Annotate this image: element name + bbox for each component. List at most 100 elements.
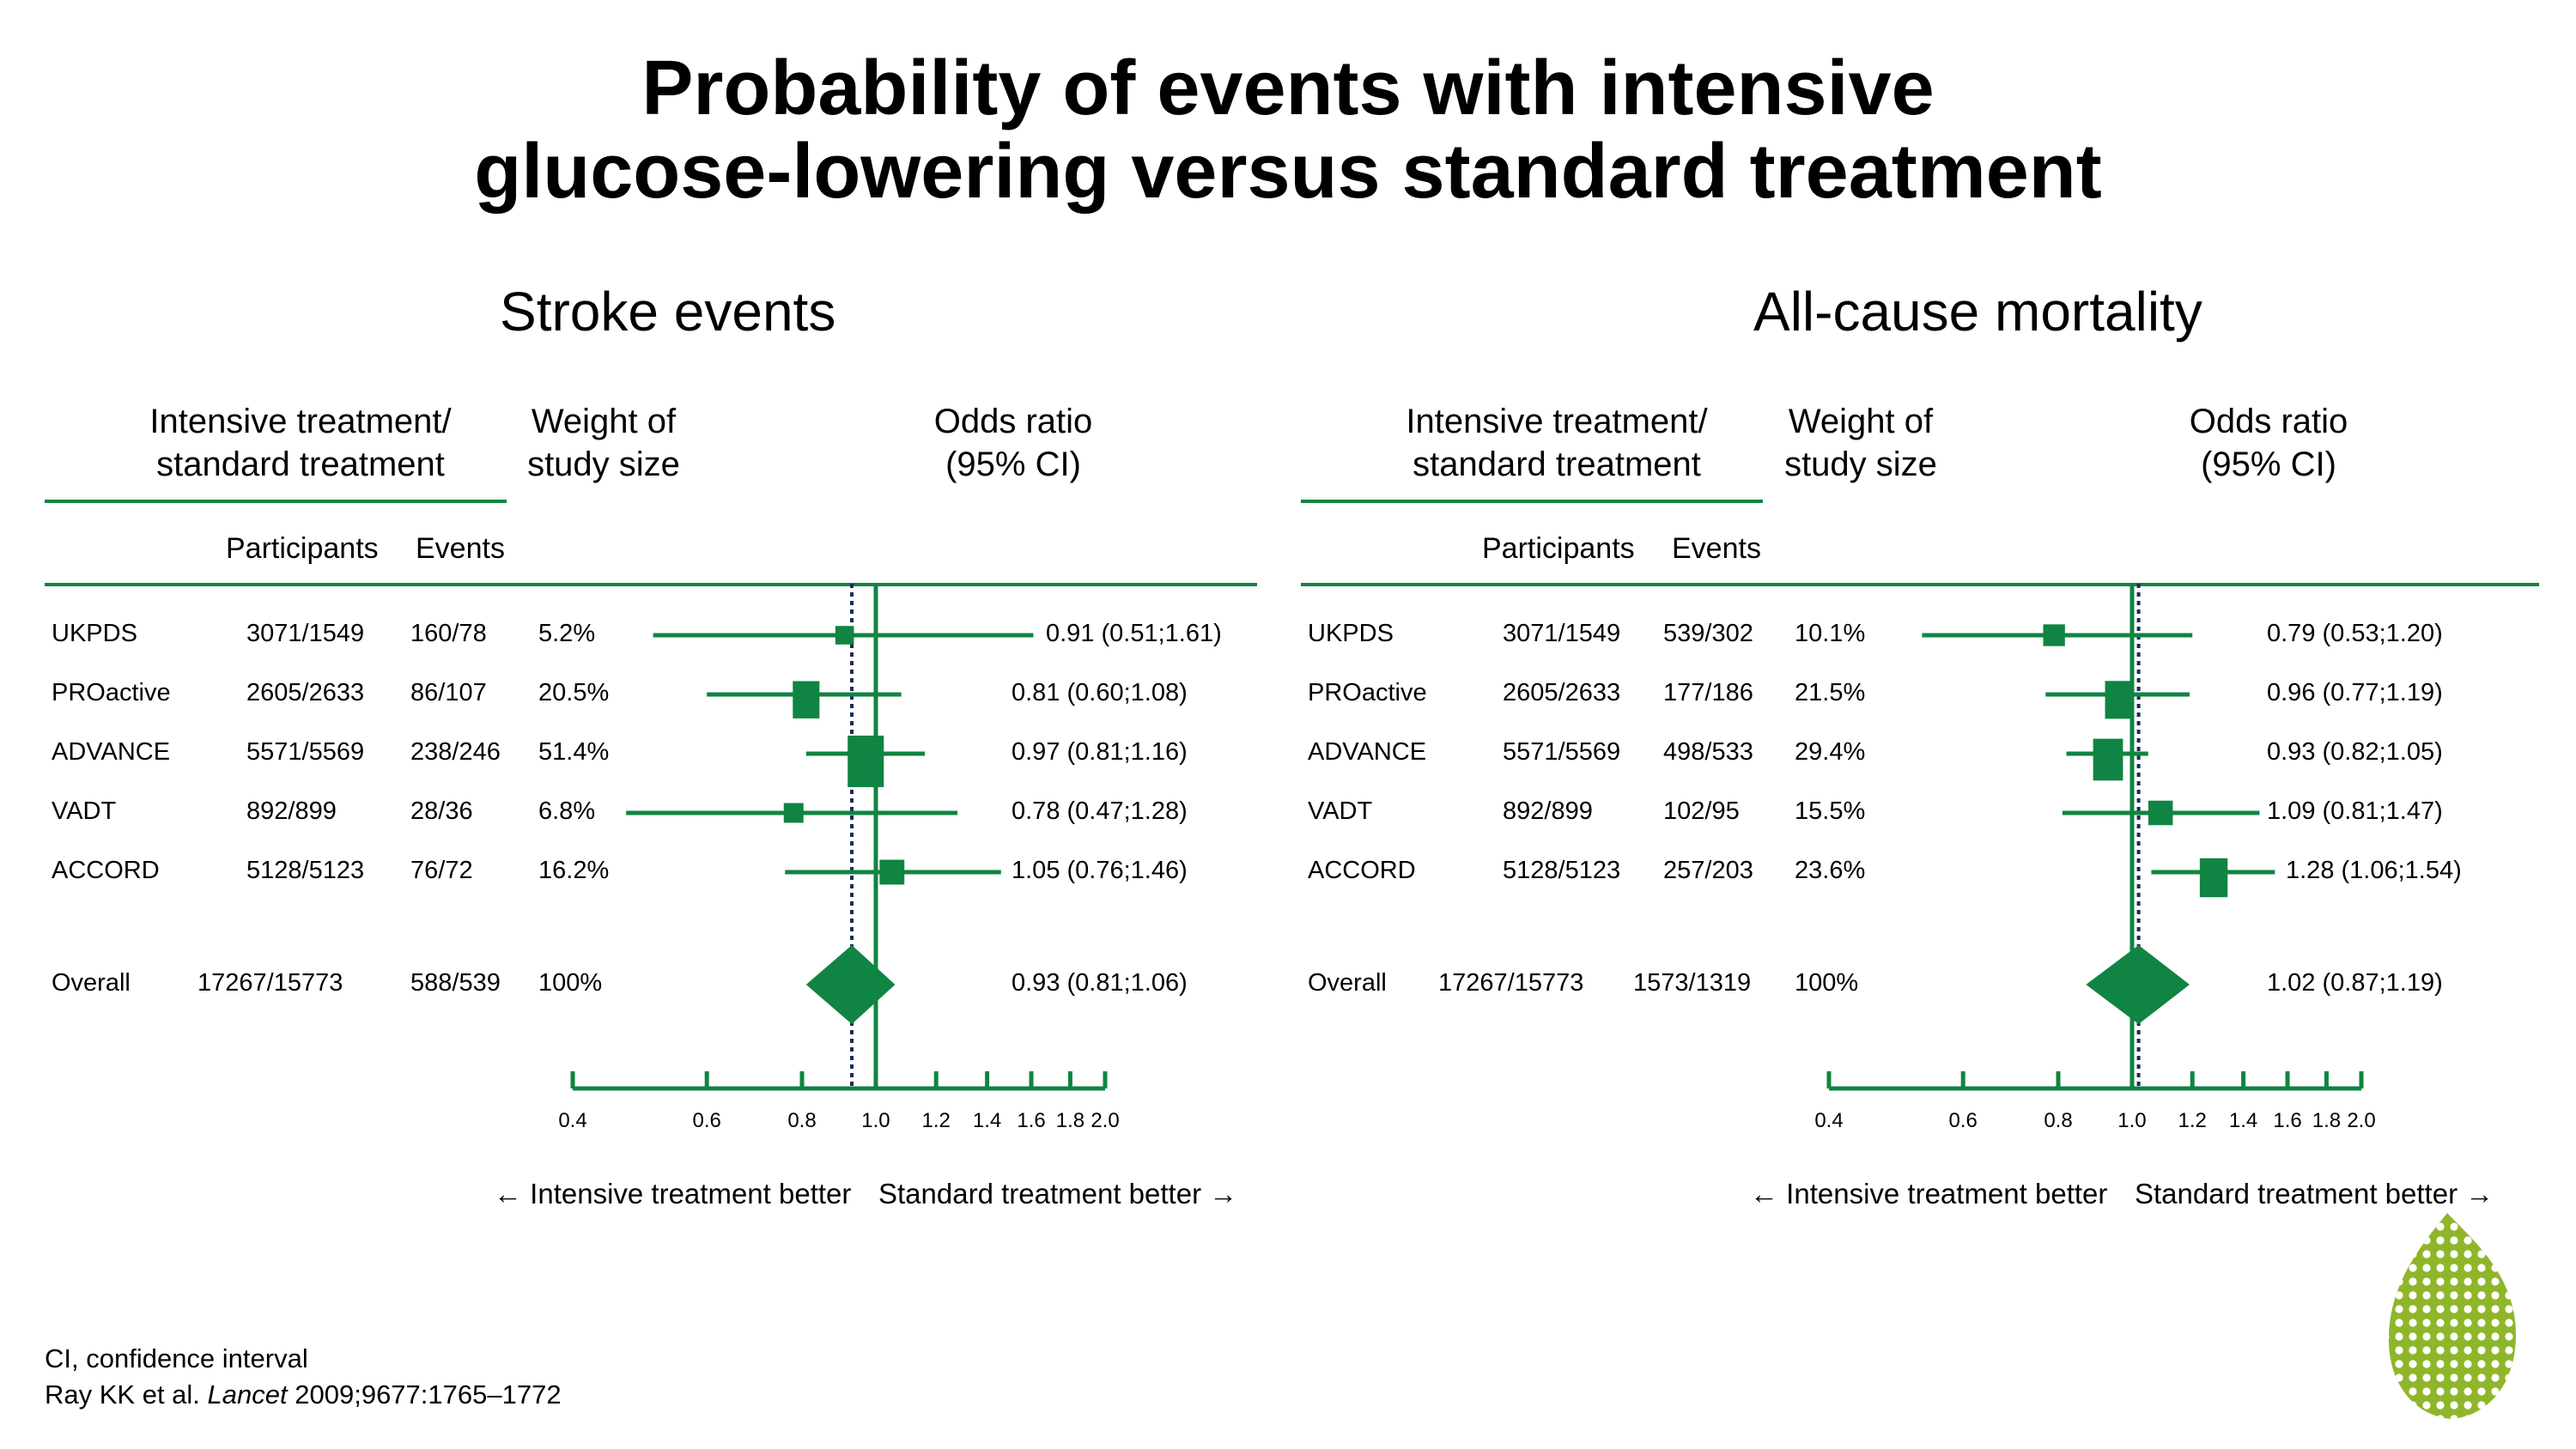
participants-cell: 5571/5569: [1503, 738, 1621, 766]
slide-title: Probability of events with intensive glu…: [0, 47, 2576, 214]
ci-cell: 0.81 (0.60;1.08): [1012, 679, 1188, 706]
weight-cell: 29.4%: [1795, 738, 1866, 766]
study-name: ACCORD: [1308, 857, 1416, 884]
overall-diamond: [2086, 945, 2190, 1024]
participants-cell: 2605/2633: [1503, 679, 1621, 706]
x-tick-label: 0.8: [787, 1109, 816, 1132]
ci-cell: 1.09 (0.81;1.47): [2267, 797, 2443, 825]
ci-cell: 0.79 (0.53;1.20): [2267, 620, 2443, 647]
events-cell: 539/302: [1663, 620, 1753, 647]
intensive-better-label: ← Intensive treatment better: [1750, 1178, 2108, 1210]
treatment-header: Intensive treatment/ standard treatment: [149, 403, 452, 483]
ci-cell: 0.93 (0.82;1.05): [2267, 738, 2443, 766]
x-tick-label: 2.0: [2347, 1109, 2375, 1132]
x-tick-label: 0.4: [1814, 1109, 1843, 1132]
study-estimate-box: [793, 681, 820, 718]
events-cell: 498/533: [1663, 738, 1753, 766]
x-tick-label: 1.2: [2178, 1109, 2207, 1132]
study-name: UKPDS: [1308, 620, 1394, 647]
study-estimate-box: [2148, 800, 2173, 826]
x-tick-label: 1.4: [2229, 1109, 2257, 1132]
study-name: VADT: [52, 797, 117, 825]
study-estimate-box: [2093, 738, 2123, 781]
weight-header: Weight of study size: [1784, 403, 1937, 483]
mortality-panel-title: All-cause mortality: [1753, 281, 2202, 343]
x-tick-label: 1.6: [2273, 1109, 2301, 1132]
events-cell: 160/78: [410, 620, 487, 647]
ci-cell: 0.96 (0.77;1.19): [2267, 679, 2443, 706]
ci-cell: 0.91 (0.51;1.61): [1046, 620, 1222, 647]
x-tick-label: 1.4: [973, 1109, 1001, 1132]
participants-header: Participants: [226, 532, 379, 565]
x-tick-label: 1.8: [1056, 1109, 1084, 1132]
weight-header: Weight of study size: [527, 403, 680, 483]
table-rule: [45, 583, 1257, 586]
header-rule: [1301, 500, 1763, 503]
events-cell: 1573/1319: [1633, 969, 1752, 997]
leaf-logo-icon: [2388, 1213, 2516, 1419]
participants-cell: 5571/5569: [246, 738, 365, 766]
study-name: VADT: [1308, 797, 1373, 825]
header-rule: [45, 500, 507, 503]
x-tick-label: 2.0: [1091, 1109, 1119, 1132]
ci-cell: 0.97 (0.81;1.16): [1012, 738, 1188, 766]
intensive-better-label: ← Intensive treatment better: [494, 1178, 852, 1210]
x-tick-label: 0.6: [693, 1109, 721, 1132]
participants-cell: 17267/15773: [197, 969, 343, 997]
slide-title-line1: Probability of events with intensive: [641, 45, 1935, 131]
weight-cell: 10.1%: [1795, 620, 1866, 647]
weight-cell: 21.5%: [1795, 679, 1866, 706]
ci-cell: 0.78 (0.47;1.28): [1012, 797, 1188, 825]
events-header: Events: [416, 532, 505, 565]
x-tick-label: 1.0: [2117, 1109, 2146, 1132]
footnote-reference: Ray KK et al. Lancet 2009;9677:1765–1772: [45, 1379, 562, 1410]
participants-cell: 3071/1549: [246, 620, 365, 647]
weight-cell: 23.6%: [1795, 857, 1866, 884]
events-cell: 588/539: [410, 969, 501, 997]
participants-cell: 17267/15773: [1438, 969, 1584, 997]
weight-cell: 20.5%: [538, 679, 610, 706]
study-name: PROactive: [52, 679, 171, 706]
participants-cell: 892/899: [246, 797, 337, 825]
events-cell: 238/246: [410, 738, 501, 766]
events-cell: 102/95: [1663, 797, 1740, 825]
study-estimate-box: [2105, 681, 2132, 719]
footnote-ci: CI, confidence interval: [45, 1343, 308, 1373]
ci-cell: 1.02 (0.87;1.19): [2267, 969, 2443, 997]
study-estimate-box: [2199, 858, 2228, 898]
study-name: Overall: [1308, 969, 1387, 997]
weight-cell: 100%: [1795, 969, 1859, 997]
x-tick-label: 1.8: [2312, 1109, 2341, 1132]
events-cell: 76/72: [410, 857, 473, 884]
x-tick-label: 1.6: [1017, 1109, 1045, 1132]
study-estimate-box: [848, 735, 884, 787]
events-cell: 177/186: [1663, 679, 1753, 706]
events-header: Events: [1672, 532, 1761, 565]
participants-cell: 5128/5123: [1503, 857, 1621, 884]
ci-cell: 1.28 (1.06;1.54): [2286, 857, 2462, 884]
study-estimate-box: [783, 803, 804, 823]
weight-cell: 6.8%: [538, 797, 596, 825]
x-tick-label: 0.4: [558, 1109, 586, 1132]
events-cell: 257/203: [1663, 857, 1753, 884]
participants-cell: 3071/1549: [1503, 620, 1621, 647]
weight-cell: 5.2%: [538, 620, 596, 647]
treatment-header: Intensive treatment/ standard treatment: [1406, 403, 1708, 483]
footnote: CI, confidence interval Ray KK et al. La…: [45, 1341, 562, 1413]
participants-cell: 2605/2633: [246, 679, 365, 706]
study-estimate-box: [2043, 624, 2065, 646]
study-name: ACCORD: [52, 857, 160, 884]
table-rule: [1301, 583, 2539, 586]
weight-cell: 100%: [538, 969, 603, 997]
weight-cell: 51.4%: [538, 738, 610, 766]
study-estimate-box: [835, 626, 854, 645]
participants-header: Participants: [1482, 532, 1635, 565]
x-tick-label: 1.2: [922, 1109, 951, 1132]
events-cell: 86/107: [410, 679, 487, 706]
overall-diamond: [805, 945, 896, 1024]
stroke-panel-title: Stroke events: [500, 281, 836, 343]
ci-cell: 1.05 (0.76;1.46): [1012, 857, 1188, 884]
participants-cell: 892/899: [1503, 797, 1593, 825]
study-name: Overall: [52, 969, 131, 997]
x-tick-label: 0.6: [1949, 1109, 1978, 1132]
